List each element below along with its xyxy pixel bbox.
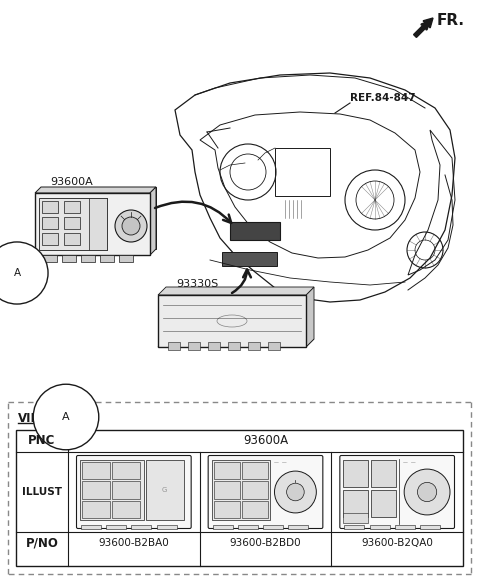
Bar (343, 513, 368, 523)
Bar (248, 342, 260, 350)
Bar (106, 525, 126, 529)
Circle shape (275, 471, 316, 513)
Bar (343, 490, 368, 517)
Bar (156, 525, 177, 529)
Text: PNC: PNC (28, 434, 56, 448)
Bar (64, 201, 80, 213)
FancyBboxPatch shape (76, 455, 191, 529)
Bar (168, 342, 180, 350)
Bar (370, 525, 390, 529)
Circle shape (122, 217, 140, 235)
Bar (263, 525, 283, 529)
Polygon shape (150, 187, 156, 255)
FancyArrow shape (1, 269, 7, 276)
Bar (230, 222, 280, 240)
Circle shape (115, 210, 147, 242)
Bar (42, 217, 58, 229)
Bar (371, 460, 396, 487)
Text: FR.: FR. (437, 13, 465, 28)
Text: 93600-B2BA0: 93600-B2BA0 (98, 538, 169, 548)
Bar (16, 430, 463, 566)
Bar (62, 255, 76, 262)
Bar (241, 482, 267, 498)
Bar (288, 525, 308, 529)
Bar (80, 460, 144, 520)
Bar (35, 193, 150, 255)
Bar (208, 342, 220, 350)
Text: 93600A: 93600A (243, 434, 288, 448)
Text: ILLUST: ILLUST (22, 487, 62, 497)
Bar (188, 342, 200, 350)
Text: —  —: — — (274, 460, 286, 465)
Bar (238, 525, 258, 529)
Bar (132, 525, 152, 529)
Bar (158, 295, 306, 347)
Text: VIEW: VIEW (18, 412, 52, 425)
Bar (344, 525, 364, 529)
Polygon shape (306, 287, 314, 347)
Bar (343, 460, 368, 487)
Text: A: A (13, 268, 21, 278)
Bar (89, 198, 107, 250)
Polygon shape (158, 287, 314, 295)
Bar (214, 482, 240, 498)
FancyBboxPatch shape (208, 455, 323, 529)
Circle shape (404, 469, 450, 515)
Bar (82, 462, 110, 479)
Text: A: A (62, 412, 70, 422)
Bar (212, 460, 269, 520)
Bar (420, 525, 440, 529)
Text: 93330S: 93330S (176, 279, 218, 289)
Bar (81, 525, 101, 529)
Bar (241, 462, 267, 479)
Bar (112, 462, 140, 479)
Bar (275, 148, 330, 196)
Bar (145, 460, 184, 520)
Bar (119, 255, 133, 262)
Polygon shape (35, 187, 156, 193)
Bar (43, 255, 57, 262)
Circle shape (287, 483, 304, 501)
Bar (371, 490, 396, 517)
FancyBboxPatch shape (340, 455, 455, 529)
Bar (228, 342, 240, 350)
Bar (81, 255, 95, 262)
Bar (214, 501, 240, 518)
Bar (395, 525, 415, 529)
Bar (213, 525, 233, 529)
Bar (42, 233, 58, 245)
Polygon shape (41, 187, 156, 249)
Bar (222, 252, 277, 266)
Bar (39, 198, 107, 250)
Bar (112, 482, 140, 498)
Bar (241, 501, 267, 518)
Bar (100, 255, 114, 262)
Polygon shape (158, 339, 314, 347)
Text: —  —: — — (403, 460, 416, 465)
Text: P/NO: P/NO (25, 536, 59, 550)
Circle shape (418, 482, 437, 501)
Bar (268, 342, 280, 350)
Text: 93600-B2QA0: 93600-B2QA0 (361, 538, 433, 548)
Bar (214, 462, 240, 479)
Bar (64, 217, 80, 229)
FancyArrow shape (414, 18, 433, 37)
Text: G: G (162, 487, 168, 493)
Bar (64, 233, 80, 245)
Text: REF.84-847: REF.84-847 (350, 93, 416, 103)
Bar (112, 501, 140, 518)
Text: 93600A: 93600A (50, 177, 93, 187)
Bar (42, 201, 58, 213)
Bar (82, 501, 110, 518)
Text: 93600-B2BD0: 93600-B2BD0 (230, 538, 301, 548)
Bar (82, 482, 110, 498)
